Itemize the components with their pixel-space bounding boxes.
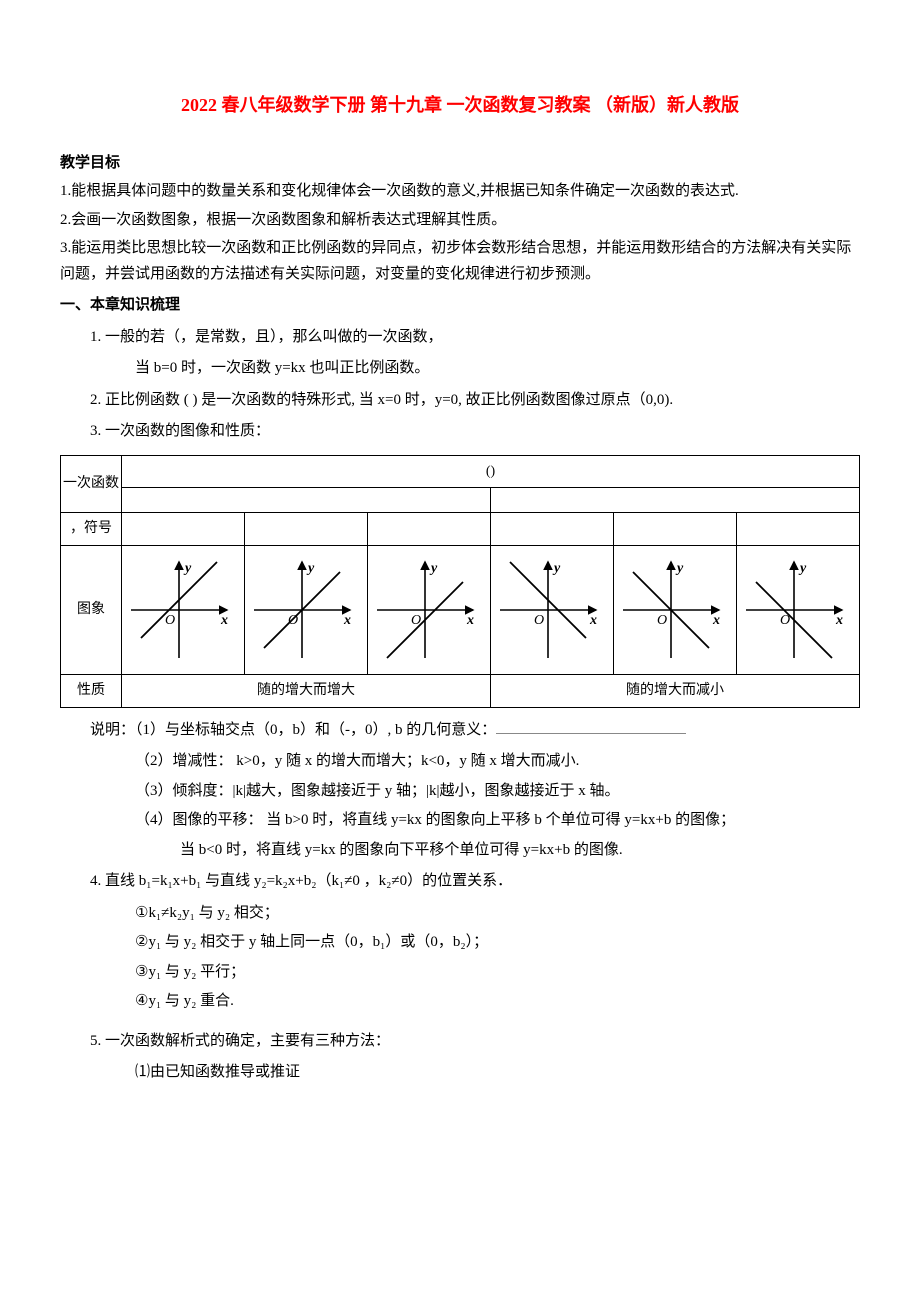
item4-2: ②y₁ 与 y₂ 相交于 y 轴上同一点（0，b₁）或（0，b₂）； bbox=[135, 930, 860, 956]
explain-1: （1）与坐标轴交点（0，b）和（-，0）, b 的几何意义： bbox=[135, 722, 496, 738]
goal-1: 1.能根据具体问题中的数量关系和变化规律体会一次函数的意义,并根据已知条件确定一… bbox=[60, 179, 860, 205]
sign-2 bbox=[245, 513, 368, 546]
graph-cell-5: x y O bbox=[614, 546, 737, 675]
sign-4 bbox=[491, 513, 614, 546]
header-center: () bbox=[122, 455, 860, 488]
graph-cell-2: x y O bbox=[245, 546, 368, 675]
svg-text:O: O bbox=[411, 613, 421, 628]
k-pos-header bbox=[122, 488, 491, 513]
svg-text:x: x bbox=[220, 613, 228, 628]
goal-3: 3.能运用类比思想比较一次函数和正比例函数的异同点，初步体会数形结合思想，并能运… bbox=[60, 236, 860, 287]
goals-heading: 教学目标 bbox=[60, 151, 860, 177]
svg-text:y: y bbox=[798, 561, 807, 576]
sign-5 bbox=[614, 513, 737, 546]
svg-text:x: x bbox=[343, 613, 351, 628]
prop-increase: 随的增大而增大 bbox=[122, 675, 491, 708]
svg-text:O: O bbox=[534, 613, 544, 628]
svg-text:O: O bbox=[657, 613, 667, 628]
explain-1-line: 说明：（1）与坐标轴交点（0，b）和（-，0）, b 的几何意义： bbox=[60, 718, 860, 744]
svg-text:y: y bbox=[675, 561, 684, 576]
graph-cell-4: x y O bbox=[491, 546, 614, 675]
graph-cell-3: x y O bbox=[368, 546, 491, 675]
goal-2: 2.会画一次函数图象，根据一次函数图象和解析表达式理解其性质。 bbox=[60, 208, 860, 234]
item4-3: ③y₁ 与 y₂ 平行； bbox=[135, 960, 860, 986]
graph-cell-6: x y O bbox=[737, 546, 860, 675]
k-neg-header bbox=[491, 488, 860, 513]
explain-3: （3）倾斜度：|k|越大，图象越接近于 y 轴；|k|越小，图象越接近于 x 轴… bbox=[135, 779, 860, 805]
outline-2: 2. 正比例函数 ( ) 是一次函数的特殊形式, 当 x=0 时，y=0, 故正… bbox=[60, 388, 860, 414]
item5-sub1: ⑴由已知函数推导或推证 bbox=[135, 1060, 860, 1086]
row-label-sign: ，符号 bbox=[61, 513, 122, 546]
svg-text:O: O bbox=[780, 613, 790, 628]
doc-title: 2022 春八年级数学下册 第十九章 一次函数复习教案 （新版）新人教版 bbox=[60, 90, 860, 121]
svg-text:y: y bbox=[183, 561, 192, 576]
sign-1 bbox=[122, 513, 245, 546]
svg-text:x: x bbox=[835, 613, 843, 628]
sign-6 bbox=[737, 513, 860, 546]
outline-3: 3. 一次函数的图像和性质： bbox=[60, 419, 860, 445]
row-label-prop: 性质 bbox=[61, 675, 122, 708]
outline-1: 1. 一般的若（，是常数，且），那么叫做的一次函数， bbox=[60, 325, 860, 351]
item5-head: 5. 一次函数解析式的确定，主要有三种方法： bbox=[60, 1029, 860, 1055]
item4-1: ①k₁≠k₂y₁ 与 y₂ 相交； bbox=[135, 901, 860, 927]
explain-4a: （4）图像的平移： 当 b>0 时，将直线 y=kx 的图象向上平移 b 个单位… bbox=[135, 808, 860, 834]
svg-text:x: x bbox=[712, 613, 720, 628]
blank-line bbox=[496, 718, 686, 734]
outline-1b: 当 b=0 时，一次函数 y=kx 也叫正比例函数。 bbox=[135, 356, 860, 382]
row-label-graph: 图象 bbox=[61, 546, 122, 675]
prop-decrease: 随的增大而减小 bbox=[491, 675, 860, 708]
svg-text:x: x bbox=[466, 613, 474, 628]
svg-text:O: O bbox=[165, 613, 175, 628]
item4-head: 4. 直线 b₁=k₁x+b₁ 与直线 y₂=k₂x+b₂（k₁≠0 ，k₂≠0… bbox=[60, 869, 860, 895]
svg-text:y: y bbox=[306, 561, 315, 576]
row-label-fn: 一次函数 bbox=[61, 455, 122, 513]
svg-text:x: x bbox=[589, 613, 597, 628]
explain-head: 说明： bbox=[90, 722, 135, 738]
sign-3 bbox=[368, 513, 491, 546]
properties-table: 一次函数 () ，符号 图象 x y O x y O bbox=[60, 455, 860, 708]
svg-text:y: y bbox=[552, 561, 561, 576]
svg-text:y: y bbox=[429, 561, 438, 576]
outline-heading: 一、本章知识梳理 bbox=[60, 293, 860, 319]
explain-4b: 当 b<0 时，将直线 y=kx 的图象向下平移个单位可得 y=kx+b 的图像… bbox=[180, 838, 860, 864]
svg-text:O: O bbox=[288, 613, 298, 628]
graph-cell-1: x y O bbox=[122, 546, 245, 675]
item4-4: ④y₁ 与 y₂ 重合. bbox=[135, 989, 860, 1015]
explain-2: （2）增减性： k>0，y 随 x 的增大而增大；k<0，y 随 x 增大而减小… bbox=[135, 749, 860, 775]
